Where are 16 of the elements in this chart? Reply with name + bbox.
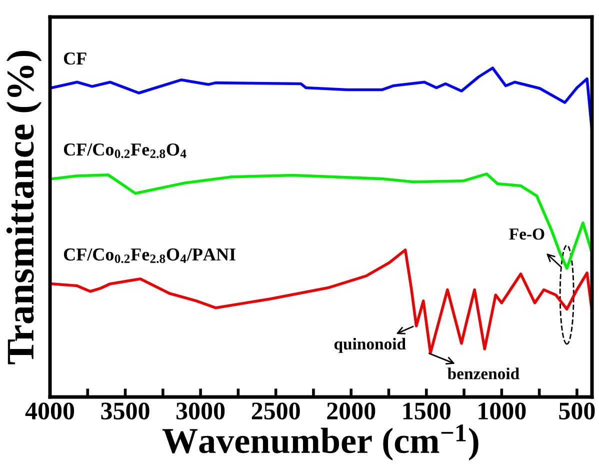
x-tick-label: 1500 [403,402,450,420]
x-tick-label: 1000 [478,402,526,420]
x-tick-label: 2000 [327,402,376,420]
series-label: CF/Co$_{0.2}$Fe$_{2.8}$O$_{4}$/PANI [64,248,236,264]
annotation: quinonoid [334,338,406,353]
x-tick-label: 3000 [176,402,225,420]
x-tick-label: 4000 [25,402,74,420]
annotation: Fe-O [509,228,544,240]
series-label: CF [64,52,86,65]
x-tick-label: 3500 [101,402,150,420]
x-tick-label: 500 [559,402,595,420]
y-axis-title: Transmittance (%) [6,50,42,364]
x-axis-title: Wavenumber (cm$^{−1}$) [162,424,478,461]
x-tick-label: 2500 [252,402,300,420]
annotation: benzenoid [448,368,520,380]
series-label: CF/Co$_{0.2}$Fe$_{2.8}$O$_{4}$ [64,143,186,158]
